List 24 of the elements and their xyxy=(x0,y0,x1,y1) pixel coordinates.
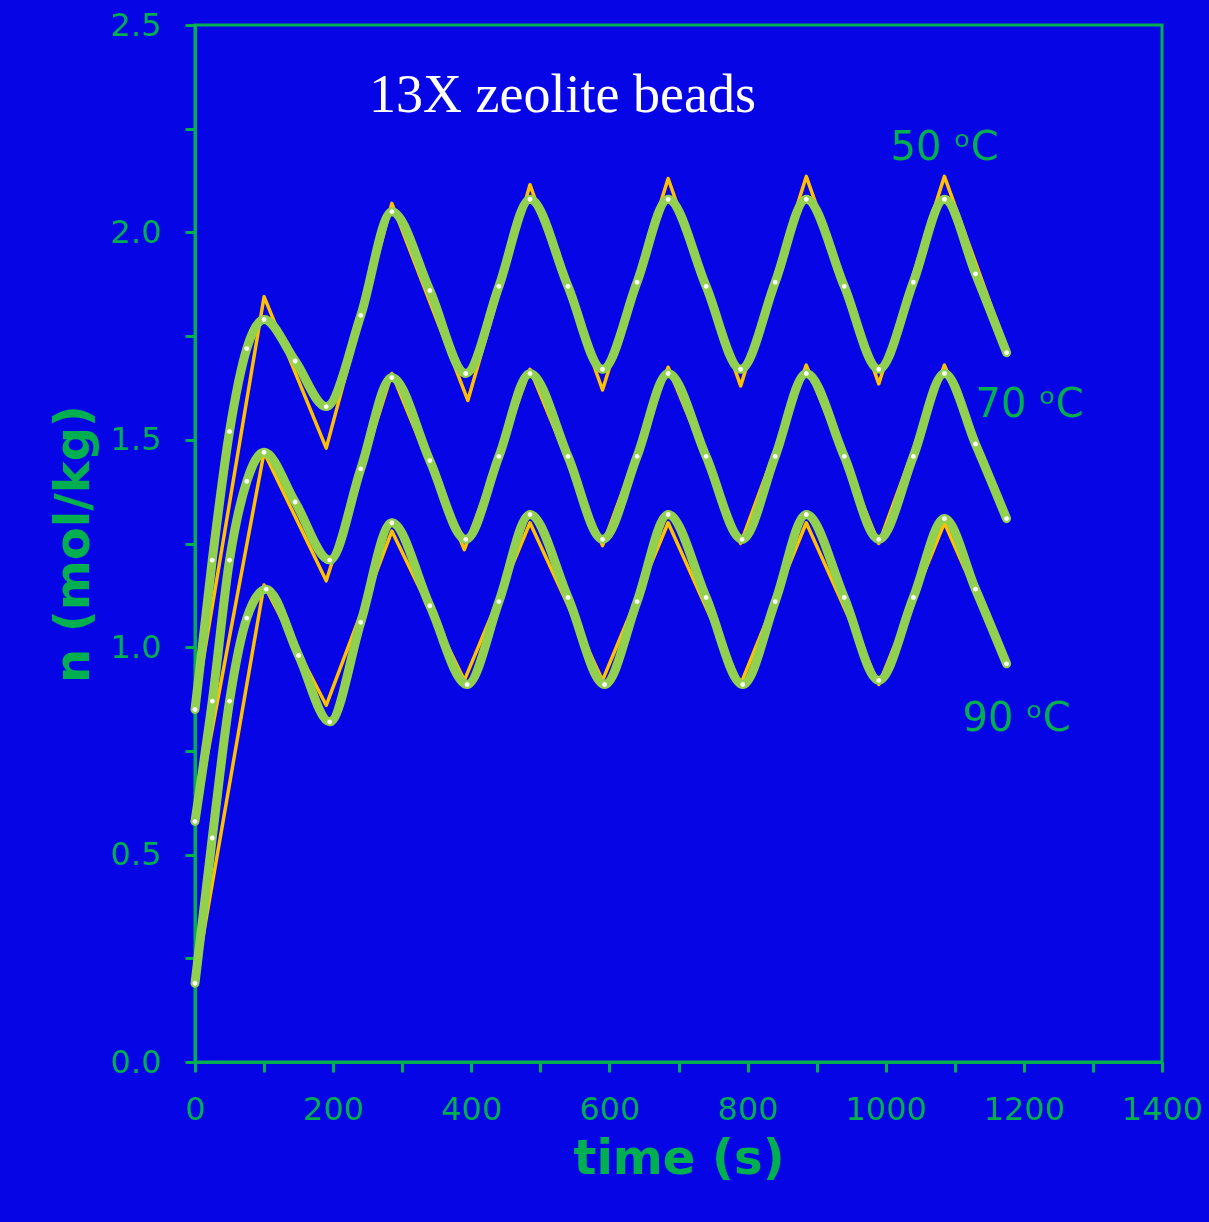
point xyxy=(191,979,199,988)
y-tick-label: 0.0 xyxy=(110,1042,162,1081)
y-tick-label: 2.0 xyxy=(110,212,162,251)
point xyxy=(260,448,268,457)
x-tick-label: 200 xyxy=(303,1089,365,1128)
x-tick-label: 1000 xyxy=(845,1089,927,1128)
x-tick-label: 600 xyxy=(579,1089,641,1128)
point xyxy=(526,195,534,204)
series-label: 50 ᵒC xyxy=(890,122,999,169)
x-tick-label: 1400 xyxy=(1121,1089,1204,1128)
y-tick-label: 1.0 xyxy=(110,627,162,666)
x-tick-label: 800 xyxy=(717,1089,779,1128)
point xyxy=(633,278,641,287)
x-tick-label: 1200 xyxy=(983,1089,1066,1128)
series-label: 90 ᵒC xyxy=(962,693,1071,740)
series-label: 70 ᵒC xyxy=(975,379,1084,426)
y-tick-label: 2.5 xyxy=(110,5,162,44)
text: 13X zeolite beads xyxy=(369,63,756,124)
x-axis-title: time (s) xyxy=(573,1128,785,1185)
y-tick-label: 0.5 xyxy=(110,835,162,874)
x-tick-label: 400 xyxy=(441,1089,503,1128)
y-axis-title: n (mol/kg) xyxy=(43,404,100,684)
x-tick-label: 0 xyxy=(185,1089,206,1128)
y-tick-label: 1.5 xyxy=(110,420,162,459)
